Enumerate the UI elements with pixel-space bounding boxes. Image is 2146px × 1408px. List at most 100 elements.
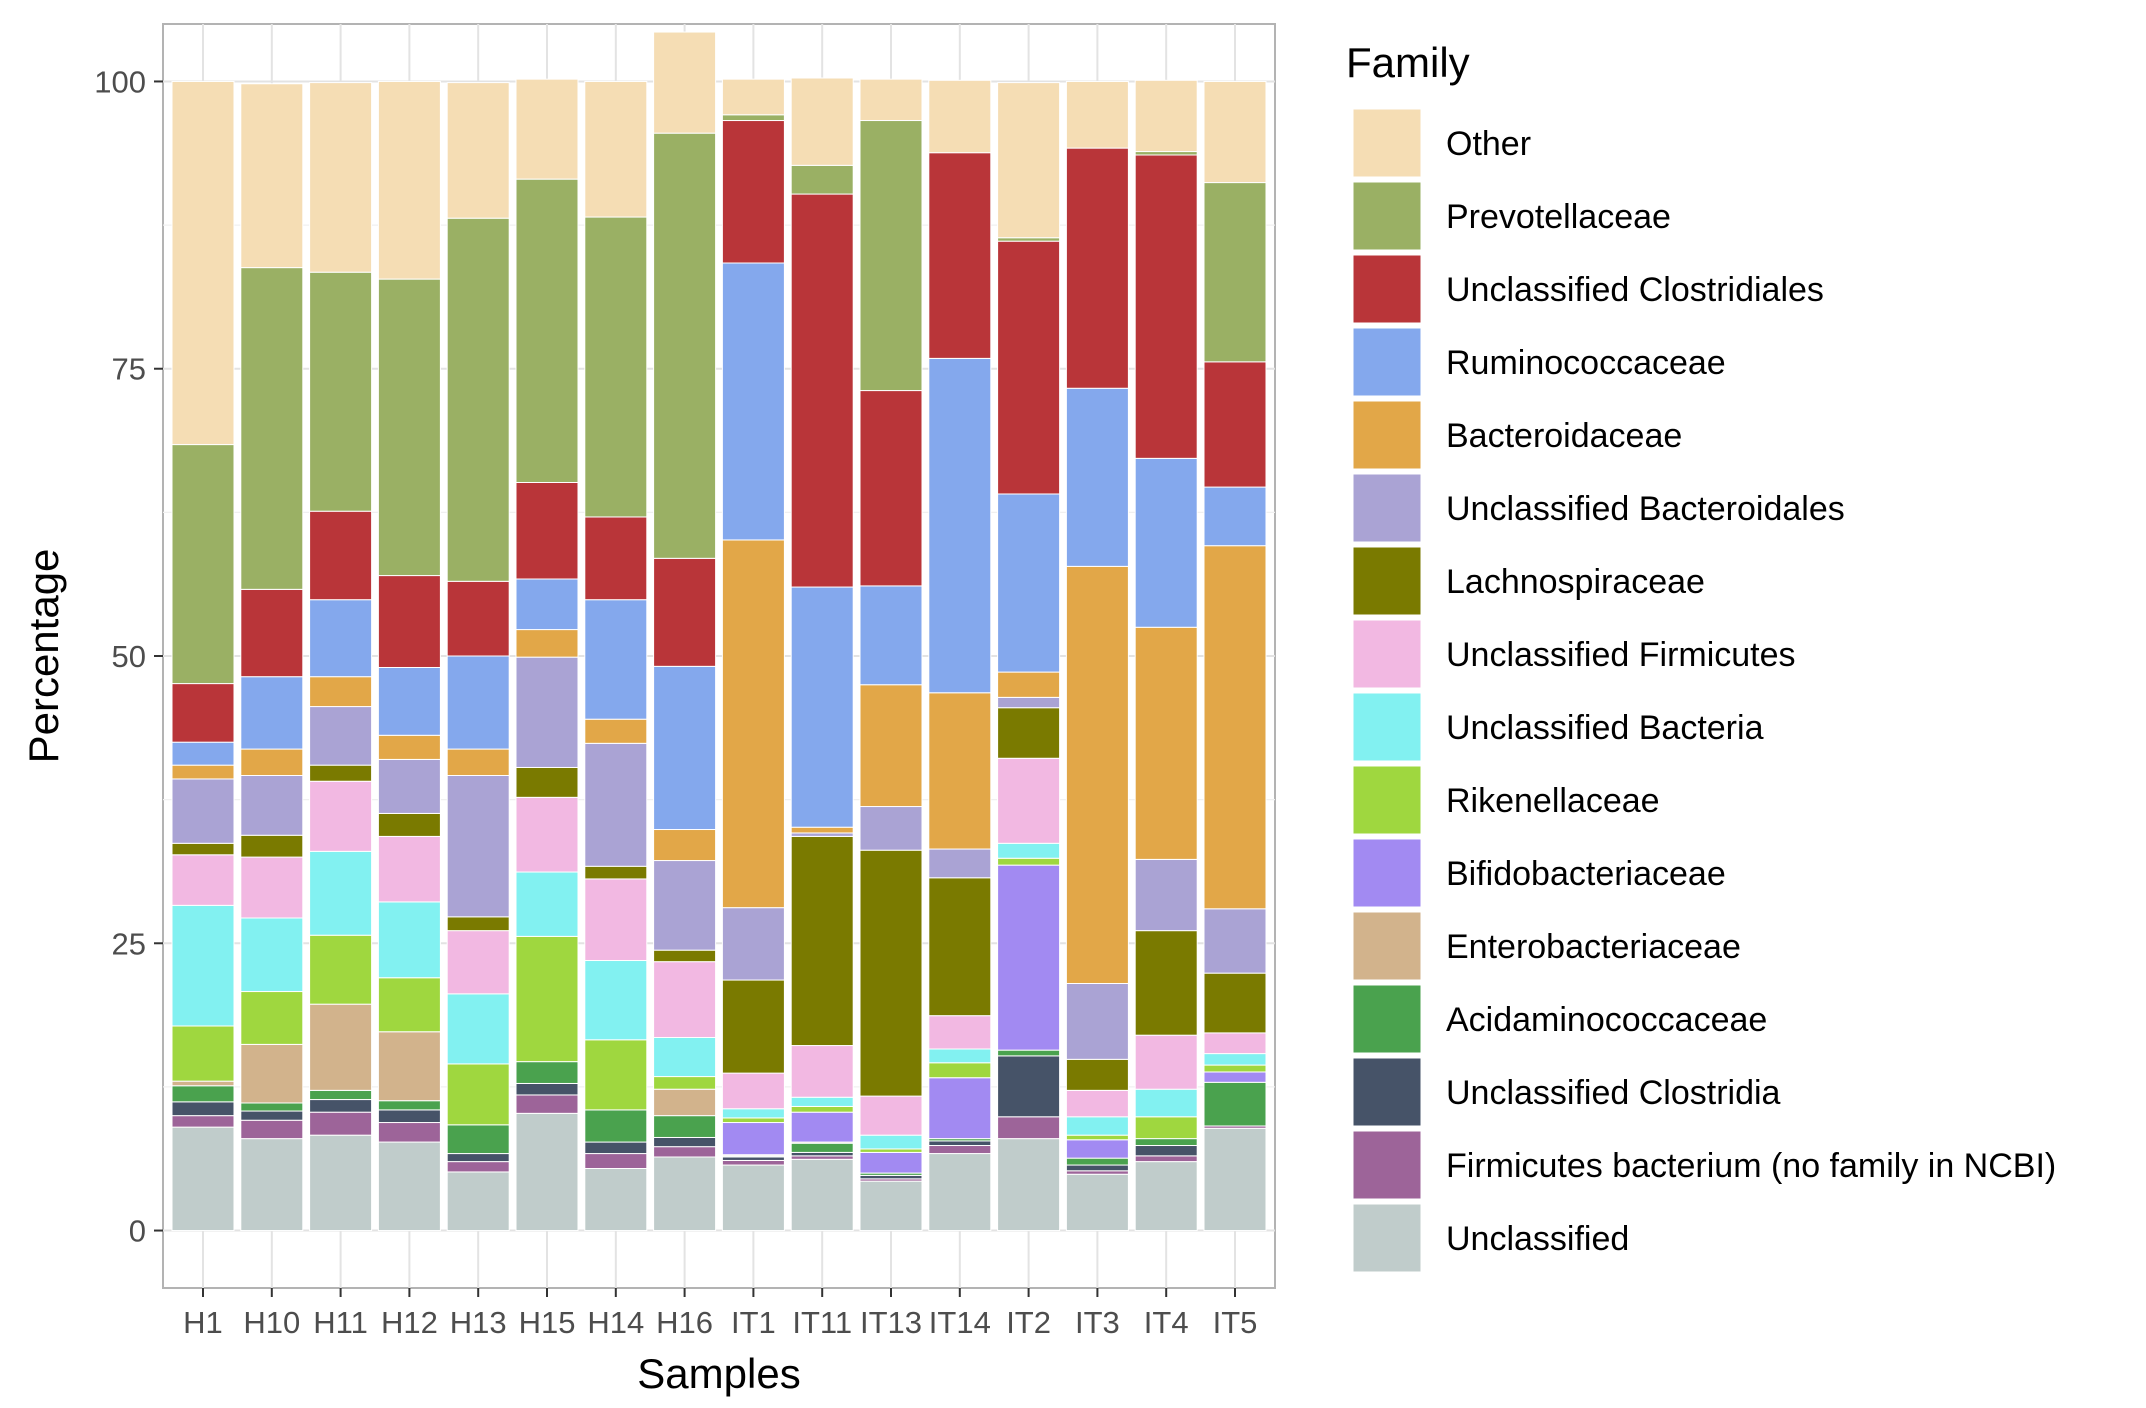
legend-key [1352, 400, 1422, 470]
bar-segment [377, 575, 441, 668]
x-tick-label: IT1 [731, 1305, 776, 1340]
bar-segment [309, 780, 373, 852]
bar-segment [584, 1141, 648, 1155]
bar-stack-IT5 [1203, 80, 1267, 1232]
bar-segment [309, 706, 373, 766]
bar-segment [721, 1108, 785, 1119]
bar-segment [446, 82, 510, 219]
bar-segment [721, 120, 785, 264]
y-tick-label: 50 [112, 639, 146, 674]
x-tick-label: IT11 [792, 1305, 852, 1340]
bar-segment [171, 1115, 235, 1128]
bar-segment [997, 864, 1061, 1051]
bar-segment [240, 917, 304, 993]
bar-segment [928, 1048, 992, 1064]
bar-segment [171, 1025, 235, 1082]
bar-segment [1134, 1155, 1198, 1163]
bar-segment [171, 444, 235, 685]
bar-segment [721, 907, 785, 981]
bar-segment [653, 829, 717, 862]
bar-segment [859, 1180, 923, 1232]
bar-segment [377, 1109, 441, 1124]
bar-segment [171, 778, 235, 844]
bar-segment [1203, 972, 1267, 1034]
bar-segment [377, 901, 441, 979]
bar-segment [1134, 154, 1198, 459]
bar-segment [446, 993, 510, 1065]
bar-segment [653, 1115, 717, 1138]
bar-segment [790, 1151, 854, 1157]
bar-segment [928, 1153, 992, 1232]
legend-item: Unclassified [1352, 1203, 1629, 1273]
legend-label: Other [1446, 125, 1531, 163]
bar-stack-IT14 [928, 79, 992, 1232]
bar-segment [997, 696, 1061, 709]
bar-segment [997, 842, 1061, 859]
bar-segment [515, 1112, 579, 1232]
bar-segment [790, 1158, 854, 1232]
bar-segment [997, 1055, 1061, 1118]
bar-segment [584, 878, 648, 962]
bar-segment [997, 1116, 1061, 1140]
bar-segment [859, 1148, 923, 1153]
bar-segment [997, 240, 1061, 495]
x-axis-title: Samples [637, 1350, 800, 1397]
legend-title: Family [1346, 39, 1470, 86]
bar-segment [928, 1077, 992, 1140]
bar-segment [721, 1072, 785, 1110]
bar-segment [309, 271, 373, 512]
bar-segment [721, 1159, 785, 1166]
legend-key [1352, 911, 1422, 981]
bar-segment [515, 481, 579, 580]
bar-segment [1065, 1089, 1129, 1118]
bar-segment [859, 1095, 923, 1136]
legend-item: Lachnospiraceae [1352, 546, 1705, 616]
bar-segment [515, 766, 579, 798]
bar-segment [1065, 565, 1129, 984]
bar-stack-H15 [515, 78, 579, 1232]
bar-segment [928, 1062, 992, 1079]
bar-segment [446, 1171, 510, 1232]
bar-segment [790, 586, 854, 828]
bar-segment [721, 979, 785, 1074]
bar-segment [171, 904, 235, 1027]
bar-segment [584, 216, 648, 518]
bar-stack-H14 [584, 80, 648, 1232]
bar-segment [515, 796, 579, 873]
bar-segment [1134, 1145, 1198, 1157]
bar-segment [309, 676, 373, 708]
bar-segment [240, 1110, 304, 1121]
bar-segment [171, 842, 235, 856]
bar-segment [446, 1161, 510, 1173]
bar-segment [653, 665, 717, 831]
bar-segment [1134, 930, 1198, 1036]
legend-label: Unclassified Clostridia [1446, 1074, 1781, 1112]
bar-segment [1203, 1064, 1267, 1073]
bar-segment [240, 775, 304, 836]
bar-segment [377, 835, 441, 903]
bar-segment [309, 764, 373, 782]
bar-segment [515, 629, 579, 658]
bar-segment [721, 1156, 785, 1161]
x-tick-label: H1 [183, 1305, 223, 1340]
bar-segment [309, 1099, 373, 1113]
bar-segment [1065, 387, 1129, 567]
bar-segment [584, 516, 648, 601]
legend-label: Acidaminococcaceae [1446, 1001, 1767, 1039]
bar-segment [653, 31, 717, 134]
bar-segment [653, 1136, 717, 1148]
bar-segment [721, 114, 785, 122]
bar-segment [721, 1164, 785, 1232]
legend-label: Unclassified [1446, 1220, 1629, 1258]
bar-segment [377, 977, 441, 1033]
x-tick-label: IT14 [929, 1305, 991, 1340]
bar-segment [653, 1156, 717, 1232]
bar-segment [928, 79, 992, 154]
bar-segment [653, 1036, 717, 1078]
bar-segment [1065, 1134, 1129, 1141]
legend-label: Ruminococcaceae [1446, 344, 1726, 382]
bar-segment [309, 1134, 373, 1232]
bar-segment [240, 1102, 304, 1112]
bar-segment [377, 734, 441, 760]
bar-segment [1065, 982, 1129, 1060]
